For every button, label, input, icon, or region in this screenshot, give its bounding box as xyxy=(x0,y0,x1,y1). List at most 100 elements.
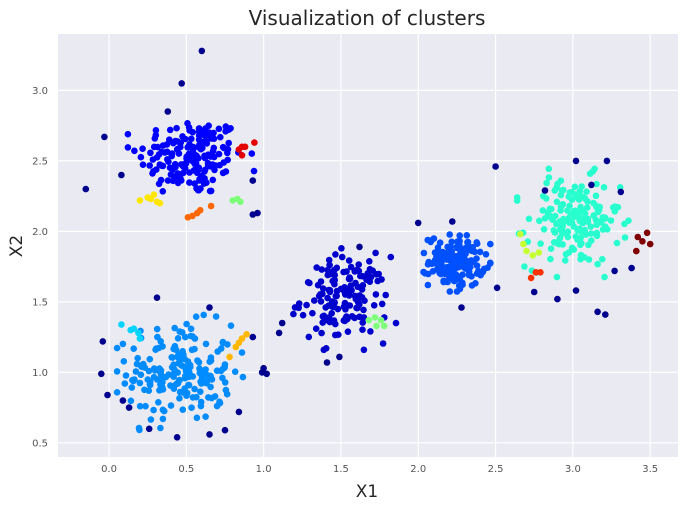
point-noise-13 xyxy=(458,304,465,311)
point-cluster-right-80 xyxy=(572,233,580,240)
point-cluster-bottom-left-78 xyxy=(119,340,127,348)
point-cluster-right-158 xyxy=(571,213,578,220)
x-tick-labels: 0.0 0.5 1.0 1.5 2.0 2.5 3.0 3.5 xyxy=(101,464,658,475)
point-cluster-bottom-left-177 xyxy=(227,322,235,330)
point-cluster-right-144 xyxy=(548,205,555,213)
point-cluster-middle-40 xyxy=(352,279,359,287)
point-cluster-right-128 xyxy=(591,165,598,173)
point-cluster-right-45 xyxy=(587,230,595,237)
chart-title: Visualization of clusters xyxy=(249,6,486,30)
point-cluster-middle-108 xyxy=(326,318,334,326)
point-cluster-center-right-144 xyxy=(424,261,432,268)
point-cluster-center-right-41 xyxy=(446,231,454,238)
point-cluster-bottom-left-105 xyxy=(132,368,140,375)
point-noise-37 xyxy=(603,157,611,165)
point-noise-36 xyxy=(588,181,595,189)
point-cluster-right-73 xyxy=(558,187,566,194)
point-noise-19 xyxy=(153,294,161,302)
point-small-red-top-4 xyxy=(251,139,258,146)
point-cluster-top-left-148 xyxy=(172,164,179,171)
point-cluster-top-left-122 xyxy=(149,156,157,163)
point-cluster-center-right-136 xyxy=(450,275,458,283)
point-cluster-top-left-143 xyxy=(205,151,212,158)
point-cluster-bottom-left-41 xyxy=(182,333,189,341)
point-cluster-bottom-left-136 xyxy=(202,340,210,348)
point-cluster-right-59 xyxy=(584,198,591,205)
point-cluster-middle-17 xyxy=(355,261,363,268)
point-cluster-right-129 xyxy=(583,188,590,195)
point-cluster-top-left-71 xyxy=(209,176,217,184)
point-cluster-center-right-142 xyxy=(468,282,476,289)
point-cluster-right-117 xyxy=(564,207,571,214)
point-small-darkred-4 xyxy=(633,247,640,255)
point-cluster-right-163 xyxy=(553,184,560,191)
point-cluster-center-right-36 xyxy=(453,244,461,252)
point-small-red-right-2 xyxy=(537,269,544,276)
point-cluster-middle-142 xyxy=(358,294,366,301)
point-small-darkred-1 xyxy=(639,238,646,245)
point-small-orange-top-3 xyxy=(196,206,204,214)
point-cluster-top-left-115 xyxy=(248,150,256,157)
point-cluster-middle-111 xyxy=(325,256,333,264)
point-cluster-right-137 xyxy=(568,189,576,196)
point-cluster-right-54 xyxy=(594,208,602,216)
point-cluster-bottom-left-113 xyxy=(181,374,189,382)
point-cluster-bottom-left-163 xyxy=(121,380,129,387)
point-cluster-right-63 xyxy=(585,256,593,263)
point-cluster-center-right-143 xyxy=(459,279,466,287)
point-cluster-right-142 xyxy=(621,220,628,228)
point-cluster-top-left-125 xyxy=(210,144,218,152)
point-cluster-bottom-left-44 xyxy=(128,384,136,391)
point-noise-44 xyxy=(628,264,635,272)
point-cluster-bottom-left-95 xyxy=(144,376,152,383)
point-cluster-bottom-left-20 xyxy=(137,371,145,379)
point-cluster-top-left-142 xyxy=(207,187,215,195)
point-cluster-bottom-left-29 xyxy=(174,335,182,342)
point-cluster-right-69 xyxy=(539,207,547,214)
point-cluster-middle-77 xyxy=(320,346,328,354)
point-small-lightgreen-top-2 xyxy=(237,198,244,206)
point-cluster-top-left-141 xyxy=(210,129,217,137)
point-cluster-middle-125 xyxy=(317,291,324,298)
point-cluster-right-147 xyxy=(540,226,548,233)
point-cluster-bottom-left-153 xyxy=(165,371,172,378)
point-cluster-top-left-167 xyxy=(189,157,196,165)
point-small-red-top-3 xyxy=(238,152,246,159)
point-small-lightgreen-mid-1 xyxy=(371,314,379,321)
point-cluster-right-97 xyxy=(598,218,605,225)
point-cluster-top-left-61 xyxy=(194,186,202,194)
point-cluster-center-right-93 xyxy=(440,277,447,285)
point-noise-4 xyxy=(164,108,172,115)
point-cluster-top-left-119 xyxy=(186,169,193,176)
point-cluster-right-57 xyxy=(571,183,579,191)
point-cluster-top-left-50 xyxy=(154,143,161,151)
point-cluster-bottom-left-172 xyxy=(175,354,182,362)
point-cluster-top-left-5 xyxy=(186,179,193,186)
point-cluster-bottom-left-141 xyxy=(176,388,184,396)
point-cluster-right-2 xyxy=(537,240,544,247)
point-cluster-right-108 xyxy=(547,245,555,252)
point-cluster-right-86 xyxy=(613,239,621,247)
point-cluster-bottom-left-7 xyxy=(146,355,154,363)
point-small-cyan-0 xyxy=(118,321,125,328)
point-small-red-top-2 xyxy=(241,143,249,151)
point-cluster-bottom-left-127 xyxy=(176,328,183,335)
point-noise-18 xyxy=(336,353,343,361)
point-cluster-center-right-80 xyxy=(473,262,481,270)
point-cluster-right-118 xyxy=(562,217,569,225)
point-cluster-right-104 xyxy=(578,183,585,190)
point-cluster-center-right-102 xyxy=(436,251,444,259)
x-tick-label: 0.5 xyxy=(178,464,194,475)
point-cluster-bottom-left-189 xyxy=(153,376,161,383)
point-noise-0 xyxy=(82,185,90,193)
point-cluster-middle-57 xyxy=(370,302,378,309)
y-tick-label: 1.5 xyxy=(32,297,48,308)
point-cluster-top-left-159 xyxy=(224,156,231,164)
point-cluster-center-right-104 xyxy=(458,258,465,265)
point-cluster-bottom-left-23 xyxy=(155,399,162,406)
point-small-darkred-3 xyxy=(646,240,654,248)
point-cluster-center-right-112 xyxy=(456,285,464,293)
point-cluster-right-110 xyxy=(545,174,553,181)
x-tick-label: 2.5 xyxy=(488,464,504,475)
point-cluster-top-left-34 xyxy=(164,177,172,184)
